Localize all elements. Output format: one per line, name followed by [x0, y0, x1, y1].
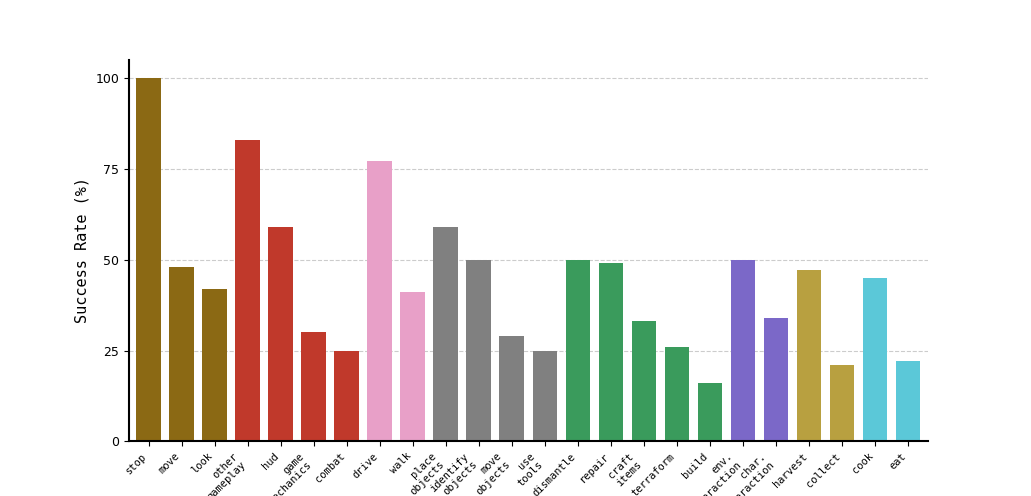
Bar	[334, 351, 359, 441]
Bar	[169, 267, 194, 441]
Bar	[566, 259, 591, 441]
Bar	[698, 383, 723, 441]
Bar	[268, 227, 293, 441]
Bar	[533, 351, 558, 441]
Bar	[301, 332, 326, 441]
Bar	[863, 278, 888, 441]
Bar	[896, 362, 921, 441]
Bar	[136, 78, 161, 441]
Bar	[202, 289, 227, 441]
Bar	[599, 263, 624, 441]
Bar	[764, 318, 789, 441]
Bar	[830, 365, 855, 441]
Bar	[665, 347, 690, 441]
Bar	[400, 292, 425, 441]
Bar	[731, 259, 756, 441]
Bar	[499, 336, 524, 441]
Bar	[235, 139, 260, 441]
Bar	[466, 259, 491, 441]
Bar	[632, 321, 657, 441]
Y-axis label: Success Rate (%): Success Rate (%)	[74, 178, 90, 323]
Bar	[367, 161, 392, 441]
Bar	[433, 227, 458, 441]
Bar	[797, 270, 822, 441]
